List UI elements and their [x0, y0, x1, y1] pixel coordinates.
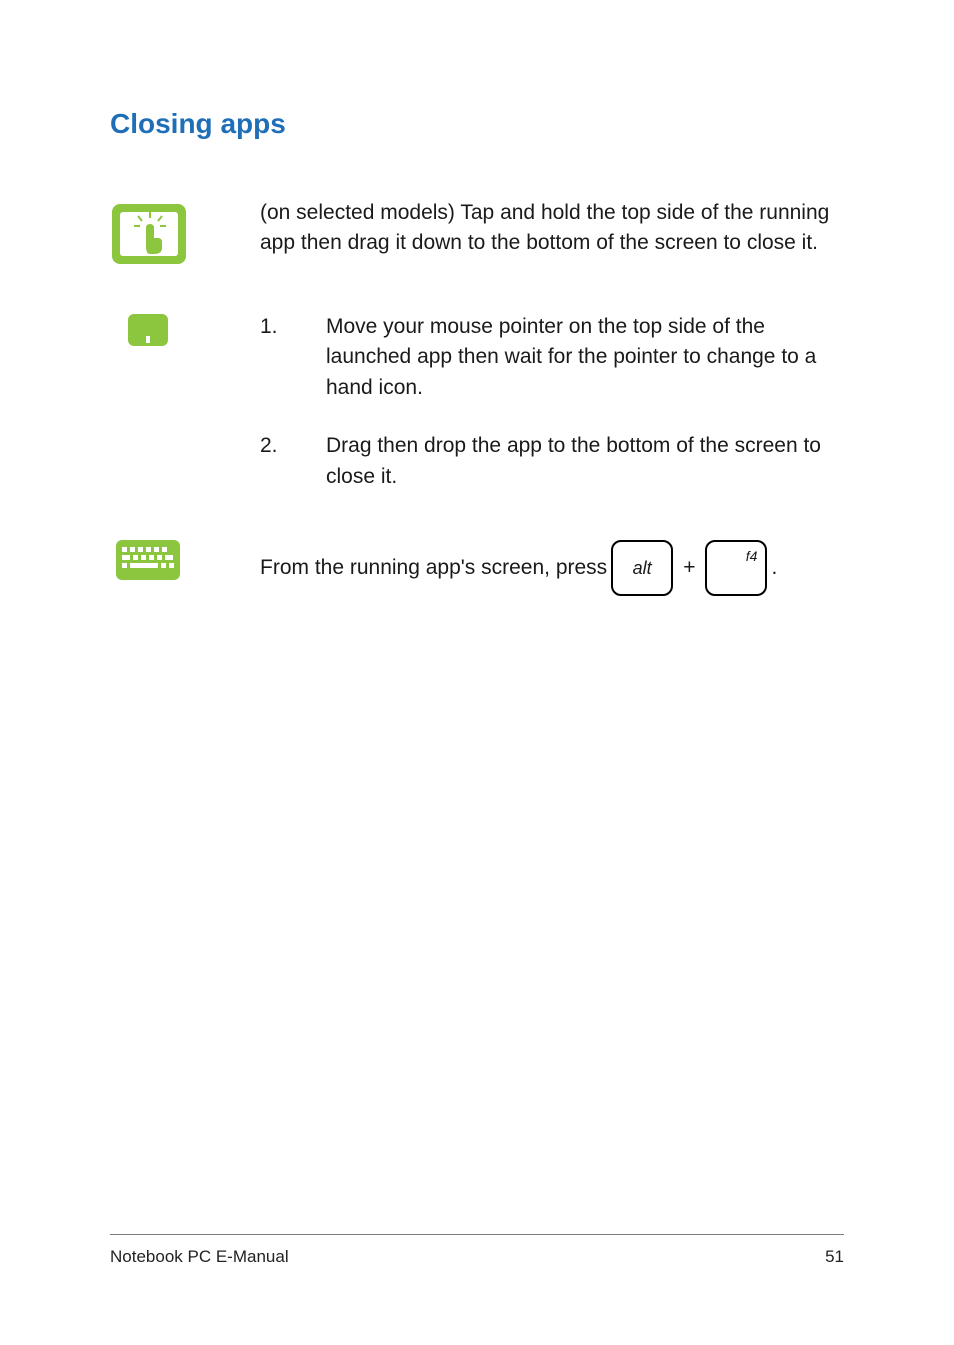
kb-text-before: From the running app's screen, press — [260, 553, 607, 583]
keyboard-row: From the running app's screen, press alt… — [110, 540, 844, 596]
mouse-row: 1. Move your mouse pointer on the top si… — [110, 312, 844, 520]
key-f4-label: f4 — [746, 546, 758, 566]
icon-col — [110, 198, 260, 270]
plus-sign: + — [683, 553, 695, 583]
list-number: 1. — [260, 312, 326, 403]
icon-col — [110, 540, 260, 580]
touch-text: (on selected models) Tap and hold the to… — [260, 198, 844, 259]
list-number: 2. — [260, 431, 326, 492]
touch-tablet-icon — [110, 198, 188, 270]
footer-title: Notebook PC E-Manual — [110, 1247, 289, 1267]
keyboard-icon — [116, 540, 180, 580]
key-f4: f4 — [705, 540, 767, 596]
section-heading: Closing apps — [110, 108, 844, 140]
touch-row: (on selected models) Tap and hold the to… — [110, 198, 844, 270]
list-item: 2. Drag then drop the app to the bottom … — [260, 431, 844, 492]
list-body: Drag then drop the app to the bottom of … — [326, 431, 844, 492]
key-alt: alt — [611, 540, 673, 596]
list-body: Move your mouse pointer on the top side … — [326, 312, 844, 403]
key-alt-label: alt — [633, 555, 652, 581]
list-item: 1. Move your mouse pointer on the top si… — [260, 312, 844, 403]
page: Closing apps (on selected models) Ta — [0, 0, 954, 1345]
touchpad-icon — [128, 314, 168, 346]
footer-page-number: 51 — [825, 1247, 844, 1267]
kb-text-after: . — [771, 553, 777, 583]
icon-col — [110, 312, 260, 346]
page-footer: Notebook PC E-Manual 51 — [110, 1234, 844, 1267]
mouse-text: 1. Move your mouse pointer on the top si… — [260, 312, 844, 520]
keyboard-text: From the running app's screen, press alt… — [260, 540, 844, 596]
